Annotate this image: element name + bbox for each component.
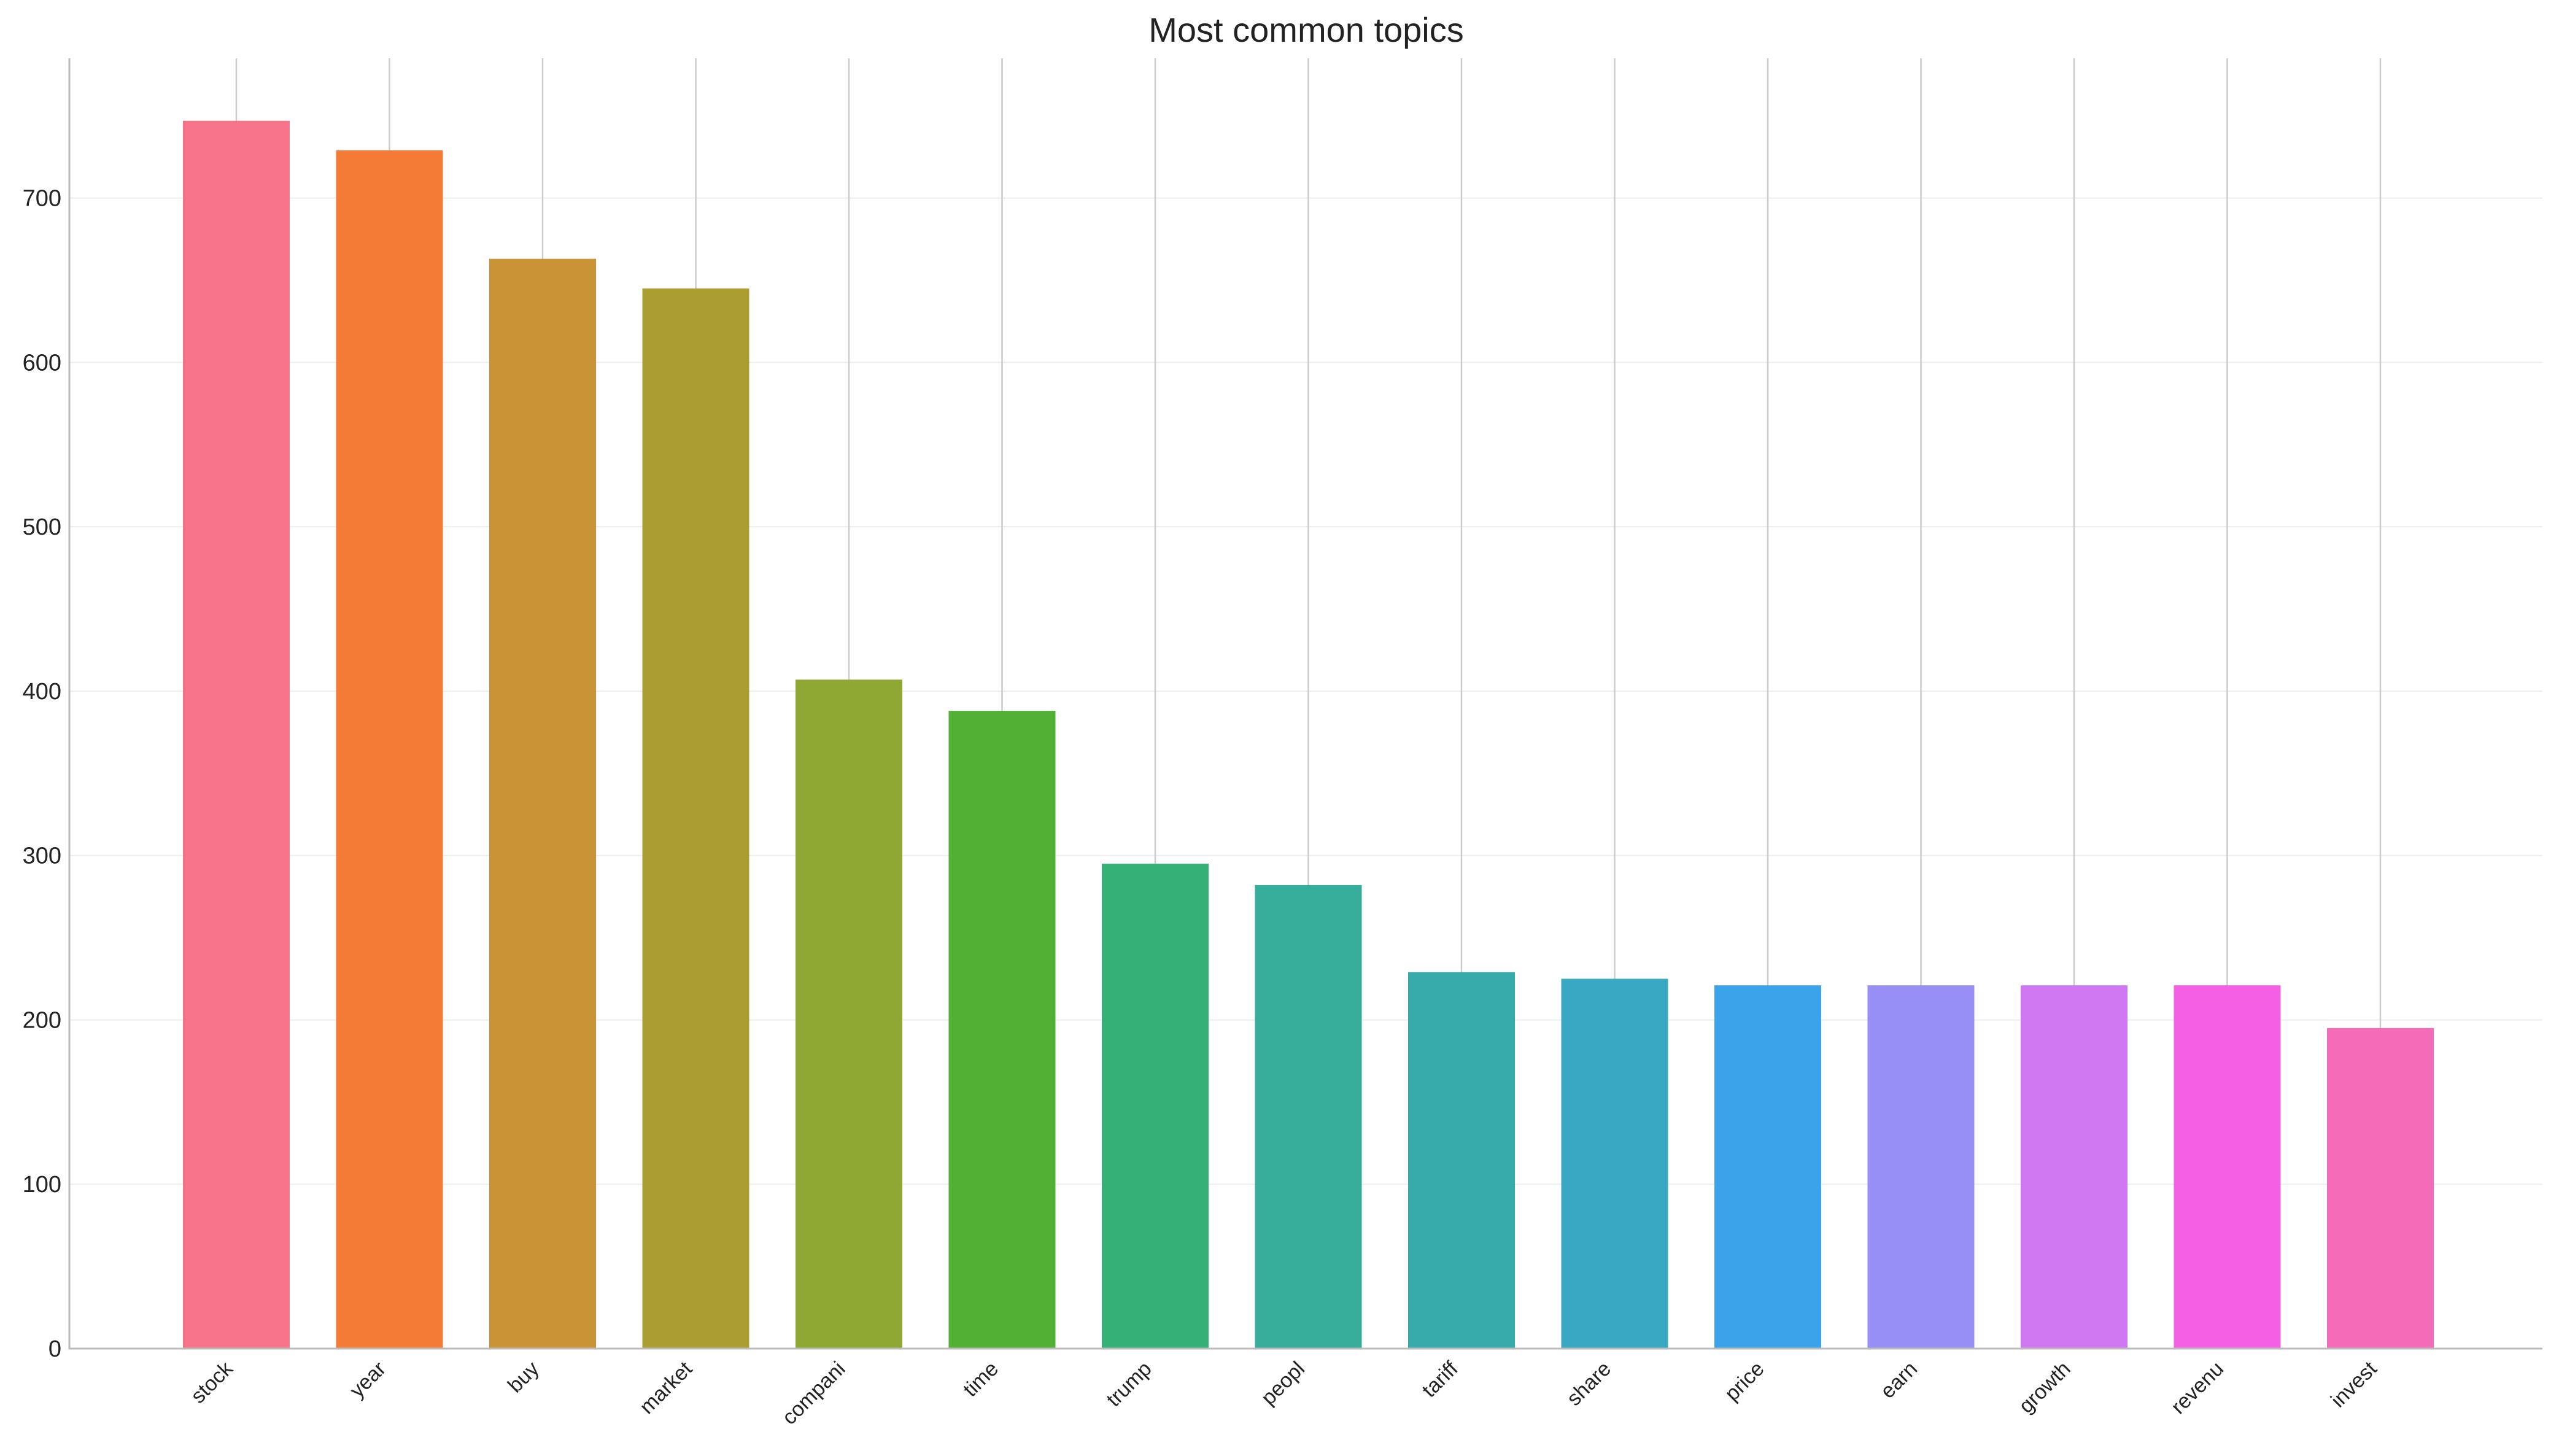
x-tick-label: buy bbox=[503, 1357, 544, 1398]
y-tick-label: 600 bbox=[23, 350, 61, 376]
y-tick-label: 0 bbox=[48, 1336, 61, 1362]
bar-tariff bbox=[1408, 972, 1515, 1349]
bar-stock bbox=[183, 120, 290, 1349]
x-tick-label: time bbox=[959, 1357, 1003, 1401]
x-tick-label: invest bbox=[2326, 1357, 2382, 1412]
x-tick-label: growth bbox=[2015, 1357, 2075, 1418]
y-tick-label: 200 bbox=[23, 1007, 61, 1033]
bar-revenu bbox=[2174, 985, 2281, 1349]
x-tick-label: price bbox=[1721, 1357, 1769, 1406]
y-tick-label: 100 bbox=[23, 1172, 61, 1198]
bar-earn bbox=[1867, 985, 1975, 1349]
bars bbox=[183, 120, 2434, 1349]
x-tick-label: revenu bbox=[2167, 1357, 2228, 1419]
x-tick-label: year bbox=[346, 1357, 391, 1403]
bar-invest bbox=[2327, 1028, 2434, 1349]
chart-title: Most common topics bbox=[1148, 10, 1464, 49]
bar-growth bbox=[2021, 985, 2127, 1349]
bar-share bbox=[1561, 978, 1668, 1349]
x-tick-label: market bbox=[635, 1357, 697, 1419]
bar-trump bbox=[1102, 864, 1209, 1349]
bar-year bbox=[336, 150, 443, 1349]
bar-time bbox=[948, 711, 1056, 1349]
x-tick-label: trump bbox=[1102, 1357, 1156, 1411]
bar-compani bbox=[796, 680, 902, 1349]
bar-price bbox=[1714, 985, 1821, 1349]
axes bbox=[68, 58, 2542, 1350]
x-tick-label: tariff bbox=[1417, 1357, 1463, 1402]
bar-peopl bbox=[1255, 885, 1362, 1349]
x-tick-label: earn bbox=[1876, 1357, 1922, 1403]
y-tick-label: 400 bbox=[23, 679, 61, 705]
bar-buy bbox=[489, 258, 596, 1349]
gridlines bbox=[69, 197, 2542, 1185]
x-tick-label: share bbox=[1562, 1357, 1616, 1411]
x-tick-labels: stock year buy market compani time trump peopl t… bbox=[187, 1357, 2382, 1429]
y-tick-label: 500 bbox=[23, 514, 61, 540]
bar-market bbox=[642, 288, 749, 1349]
x-tick-label: compani bbox=[778, 1357, 850, 1430]
y-tick-label: 300 bbox=[23, 843, 61, 869]
x-tick-label: peopl bbox=[1256, 1357, 1309, 1410]
x-tick-label: stock bbox=[187, 1357, 238, 1408]
y-tick-labels: 0 100 200 300 400 500 600 700 bbox=[23, 186, 61, 1362]
y-tick-label: 700 bbox=[23, 186, 61, 212]
